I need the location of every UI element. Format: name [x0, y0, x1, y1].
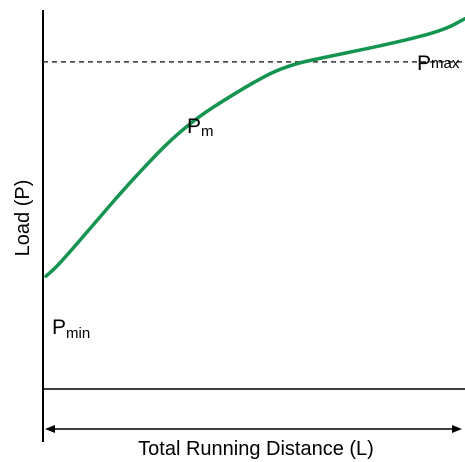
label-pmax: Pmax: [417, 52, 460, 75]
label-pmin: Pmin: [52, 316, 90, 342]
distance-arrow-left-head: [45, 425, 55, 433]
x-axis-label: Total Running Distance (L): [138, 438, 374, 460]
distance-arrow-right-head: [452, 425, 462, 433]
label-pm: Pm: [187, 115, 214, 140]
load-series-line: [44, 16, 465, 278]
y-axis-label: Load (P): [12, 180, 34, 257]
